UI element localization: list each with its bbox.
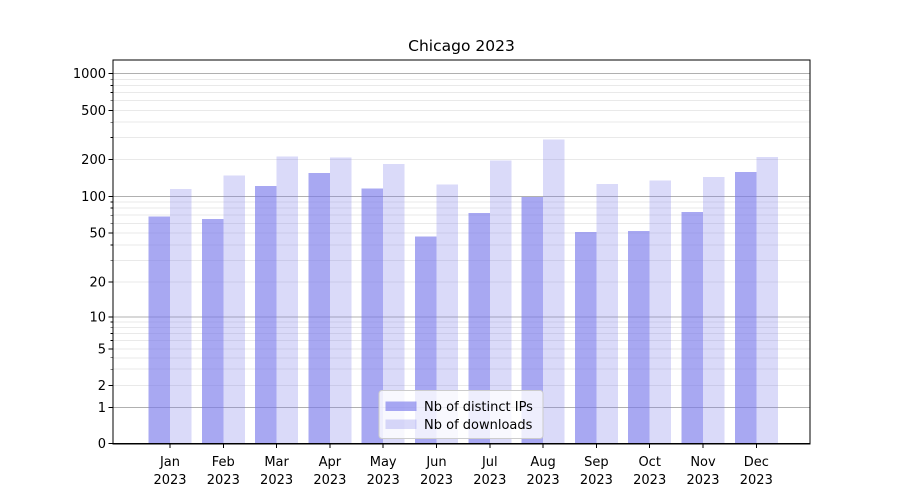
bar-nb-of-downloads-mar [276,156,299,444]
legend-label-downloads: Nb of downloads [424,418,533,433]
x-tick-label-year: 2023 [580,473,613,488]
x-tick-label-year: 2023 [633,473,666,488]
x-tick-label-month: Feb [212,455,235,470]
bar-nb-of-distinct-ips-may [361,188,384,444]
x-tick-label-month: Nov [690,455,716,470]
bar-nb-of-distinct-ips-dec [734,172,757,444]
y-tick-label: 10 [89,311,106,326]
x-tick-label-year: 2023 [420,473,453,488]
bar-nb-of-distinct-ips-apr [308,172,330,444]
x-tick-label-month: Oct [638,455,660,470]
bar-nb-of-distinct-ips-mar [255,186,277,444]
x-tick-label-month: Jun [425,455,446,470]
x-tick-label-month: Mar [264,455,289,470]
bar-nb-of-downloads-oct [649,180,672,444]
bar-nb-of-distinct-ips-nov [681,212,703,444]
bar-nb-of-downloads-nov [703,176,725,444]
bar-nb-of-downloads-dec [756,157,778,444]
y-tick-label: 500 [81,104,106,119]
x-tick-label-month: Dec [744,455,769,470]
x-tick-label-year: 2023 [527,473,560,488]
bars-layer [148,139,778,444]
legend: Nb of distinct IPs Nb of downloads [378,390,544,439]
x-tick-label-year: 2023 [153,473,186,488]
bar-nb-of-downloads-apr [329,157,352,444]
legend-swatch-downloads [385,419,417,429]
bar-nb-of-downloads-jul [489,160,512,444]
x-tick-label-month: May [370,455,397,470]
bar-nb-of-distinct-ips-aug [521,196,544,444]
x-tick-label-month: Jul [481,455,498,470]
x-tick-label-year: 2023 [473,473,506,488]
bar-nb-of-distinct-ips-sep [574,231,597,444]
bar-nb-of-downloads-may [383,164,405,444]
bar-nb-of-distinct-ips-jul [468,212,490,444]
bar-nb-of-downloads-jun [436,184,458,444]
bar-nb-of-downloads-jan [170,188,192,444]
legend-swatch-distinct-ips [385,401,417,411]
legend-label-distinct-ips: Nb of distinct IPs [424,400,533,415]
y-tick-label: 1 [98,401,106,416]
x-tick-label-month: Sep [584,455,609,470]
bar-nb-of-downloads-aug [543,139,565,444]
x-tick-label-year: 2023 [260,473,293,488]
plot-border [112,59,811,445]
bar-nb-of-downloads-sep [596,183,618,444]
y-tick-label: 5 [98,343,106,358]
x-tick-label-month: Jan [159,455,180,470]
x-tick-label-month: Aug [530,455,555,470]
x-tick-label-year: 2023 [740,473,773,488]
bar-nb-of-distinct-ips-oct [628,230,650,444]
y-tick-label: 2 [98,379,106,394]
x-tick-label-month: Apr [319,455,342,470]
legend-box [378,390,544,439]
x-tick-label-year: 2023 [313,473,346,488]
x-tick-label-year: 2023 [686,473,719,488]
chart-title: Chicago 2023 [408,37,515,55]
y-tick-label: 50 [89,227,106,242]
y-tick-label: 0 [98,437,106,452]
x-tick-label-year: 2023 [367,473,400,488]
bar-nb-of-distinct-ips-jan [148,216,170,444]
y-tick-label: 200 [81,153,106,168]
y-tick-label: 20 [89,276,106,291]
y-tick-label: 100 [81,190,106,205]
x-tick-label-year: 2023 [207,473,240,488]
axes-layer: 0 1 2 5 10 20 50 100 200 500 1000 Jan 2023 Feb 2023 Mar… [73,67,773,488]
bar-nb-of-distinct-ips-feb [201,219,224,444]
y-tick-label: 1000 [73,67,106,82]
bar-nb-of-downloads-feb [223,175,245,444]
